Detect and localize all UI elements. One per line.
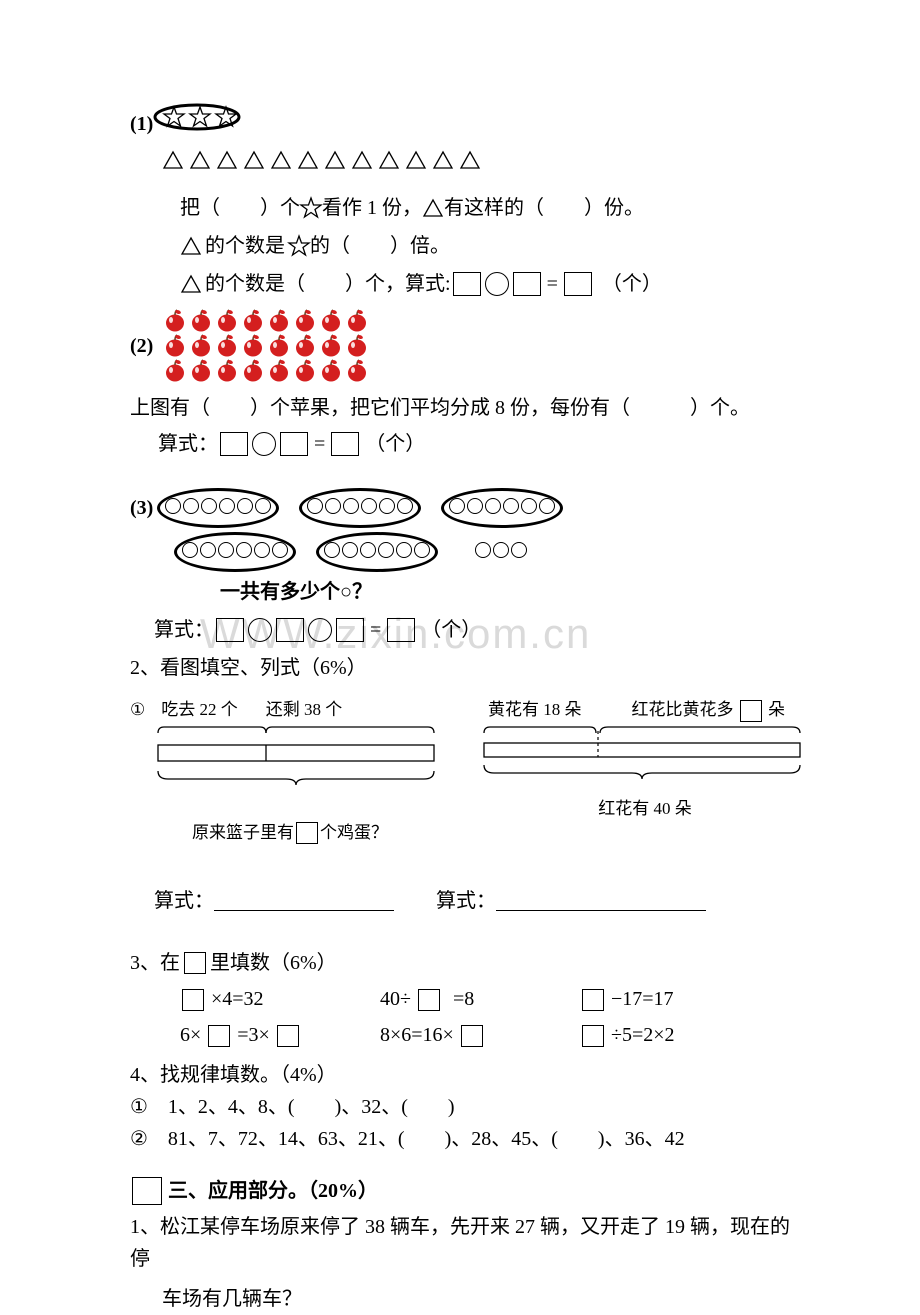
extra-circles — [474, 541, 528, 563]
blank-box[interactable] — [564, 272, 592, 296]
q2-formula: 算式： = （个） — [130, 428, 790, 460]
q2-label: (2) — [130, 330, 153, 362]
q1-line3: 的个数是（ ）个，算式: = （个） — [130, 268, 790, 300]
blank-box[interactable] — [582, 1025, 604, 1047]
circle-group — [174, 532, 296, 572]
blank-box[interactable] — [182, 989, 204, 1011]
op-circle[interactable] — [308, 618, 332, 642]
sec4-seq2: ② 81、7、72、14、63、21、( )、28、45、( )、36、42 — [130, 1123, 790, 1155]
q1-label: (1) — [130, 108, 153, 140]
q1-stars — [157, 104, 257, 144]
blank-box[interactable] — [513, 272, 541, 296]
app-q1: 1、松江某停车场原来停了 38 辆车，先开来 27 辆，又开走了 19 辆，现在… — [130, 1211, 790, 1275]
blank-box[interactable] — [461, 1025, 483, 1047]
blank-box[interactable] — [277, 1025, 299, 1047]
sec3-row2: 6× =3× 8×6=16× ÷5=2×2 — [130, 1019, 790, 1051]
blank-box[interactable] — [740, 700, 762, 722]
blank-box[interactable] — [276, 618, 304, 642]
blank-box — [184, 952, 206, 974]
sec2-title: 2、看图填空、列式（6%） — [130, 652, 790, 684]
q1-line2: 的个数是 的（ ）倍。 — [130, 230, 790, 262]
sec2-diagrams: ① 吃去 22 个 还剩 38 个 原来篮子里有 个鸡蛋？ 黄花有 18 朵 — [130, 692, 790, 851]
blank-box[interactable] — [387, 618, 415, 642]
diagram-eggs: ① 吃去 22 个 还剩 38 个 原来篮子里有 个鸡蛋？ — [130, 692, 450, 851]
op-circle[interactable] — [485, 272, 509, 296]
blank-box[interactable] — [208, 1025, 230, 1047]
q2-header: (2) — [130, 308, 790, 384]
sec-app-title: 三、应用部分。（20%） — [130, 1175, 790, 1207]
sec3-row1: ×4=32 40÷ =8 −17=17 — [130, 983, 790, 1015]
circle-group — [299, 488, 421, 528]
page-content: (1) 把（ ）个 看作 1 份， 有这样的（ ）份。 的个数是 的（ ）倍。 … — [130, 104, 790, 1315]
section-box — [132, 1177, 162, 1205]
blank-box[interactable] — [418, 989, 440, 1011]
bar-diagram-2 — [480, 727, 810, 785]
op-circle[interactable] — [252, 432, 276, 456]
blank-box[interactable] — [216, 618, 244, 642]
app-q1b: 车场有几辆车？ — [130, 1283, 790, 1315]
answer-line[interactable] — [214, 891, 394, 911]
sec3-title: 3、在 里填数（6%） — [130, 947, 790, 979]
diagram-flowers: 黄花有 18 朵 红花比黄花多 朵 红花有 40 朵 — [480, 692, 810, 851]
blank-box[interactable] — [336, 618, 364, 642]
sec2-formulas: 算式： 算式： — [130, 885, 790, 917]
q3-formula: 算式： = （个） — [130, 614, 790, 646]
q3-question: 一共有多少个○？ — [220, 576, 372, 608]
circle-group — [157, 488, 279, 528]
q3-block: (3) 一共有多少个○？ 算式： — [130, 488, 790, 646]
blank-box[interactable] — [582, 989, 604, 1011]
circle-group — [316, 532, 438, 572]
q1-triangles — [130, 148, 790, 174]
blank-box[interactable] — [220, 432, 248, 456]
op-circle[interactable] — [248, 618, 272, 642]
bar-diagram-1 — [130, 727, 450, 807]
circle-group — [441, 488, 563, 528]
q2-text: 上图有（ ）个苹果，把它们平均分成 8 份，每份有（ ）个。 — [130, 392, 790, 424]
q1-line1: 把（ ）个 看作 1 份， 有这样的（ ）份。 — [130, 192, 790, 224]
blank-box[interactable] — [331, 432, 359, 456]
sec4-seq1: ① 1、2、4、8、( )、32、( ) — [130, 1091, 790, 1123]
answer-line[interactable] — [496, 891, 706, 911]
q1-header: (1) — [130, 104, 790, 144]
q3-label: (3) — [130, 492, 153, 524]
blank-box[interactable] — [296, 822, 318, 844]
sec4-title: 4、找规律填数。（4%） — [130, 1059, 790, 1091]
apple-grid — [163, 308, 369, 384]
blank-box[interactable] — [453, 272, 481, 296]
blank-box[interactable] — [280, 432, 308, 456]
